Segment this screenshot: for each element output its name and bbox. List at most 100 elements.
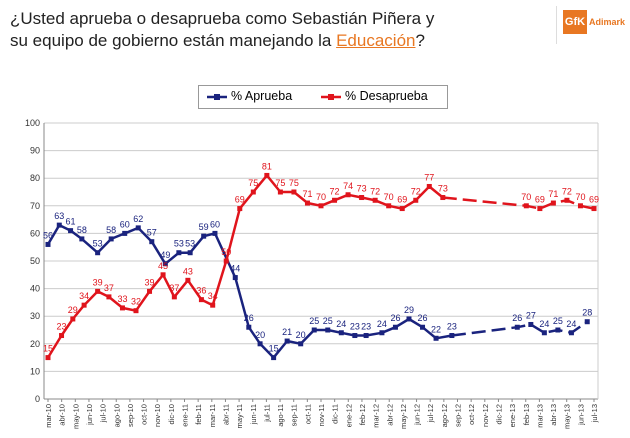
x-tick-label: jun-12 — [413, 404, 422, 426]
x-tick-label: dic-12 — [494, 404, 503, 424]
data-point-desaprueba — [426, 183, 432, 189]
data-point-desaprueba — [264, 172, 270, 178]
data-point-aprueba — [298, 341, 304, 347]
data-label-desaprueba: 74 — [343, 181, 353, 191]
data-point-desaprueba — [81, 302, 87, 308]
x-tick-label: mar-10 — [44, 404, 53, 428]
x-tick-label: ago-11 — [276, 404, 285, 427]
data-label-aprueba: 49 — [160, 250, 170, 260]
data-label-desaprueba: 71 — [302, 189, 312, 199]
data-point-aprueba — [420, 324, 426, 330]
data-label-desaprueba: 69 — [397, 195, 407, 205]
data-label-aprueba: 63 — [54, 211, 64, 221]
data-point-aprueba — [68, 228, 74, 234]
data-point-desaprueba — [291, 189, 297, 195]
y-tick-label: 60 — [30, 228, 40, 238]
data-label-aprueba: 20 — [255, 330, 265, 340]
data-label-aprueba: 44 — [230, 264, 240, 274]
data-point-aprueba — [528, 321, 534, 327]
x-tick-label: feb-12 — [358, 404, 367, 425]
data-label-aprueba: 53 — [93, 239, 103, 249]
data-label-desaprueba: 39 — [93, 277, 103, 287]
x-tick-label: oct-12 — [467, 404, 476, 425]
title-highlight-link[interactable]: Educación — [336, 31, 416, 50]
data-point-aprueba — [176, 250, 182, 256]
legend-aprueba-marker — [214, 94, 220, 100]
data-label-aprueba: 24 — [539, 319, 549, 329]
legend-desaprueba-label: % Desaprueba — [345, 89, 428, 103]
data-label-desaprueba: 75 — [289, 178, 299, 188]
x-tick-label: mar-12 — [372, 404, 381, 428]
data-point-desaprueba — [345, 192, 351, 198]
x-tick-label: nov-10 — [153, 404, 162, 427]
gfk-logo-mark: GfK — [563, 10, 587, 34]
data-point-aprueba — [514, 324, 520, 330]
data-point-aprueba — [122, 230, 128, 236]
data-label-desaprueba: 72 — [330, 186, 340, 196]
x-tick-label: oct-11 — [303, 404, 312, 424]
data-label-desaprueba: 32 — [131, 297, 141, 307]
data-label-desaprueba: 36 — [196, 286, 206, 296]
data-point-aprueba — [149, 239, 155, 245]
x-tick-label: abr-13 — [549, 404, 558, 426]
data-label-aprueba: 28 — [582, 308, 592, 318]
data-label-desaprueba: 29 — [68, 305, 78, 315]
data-label-aprueba: 15 — [269, 344, 279, 354]
data-label-desaprueba: 50 — [221, 247, 231, 257]
data-point-aprueba — [232, 275, 238, 281]
data-point-desaprueba — [277, 189, 283, 195]
data-point-desaprueba — [564, 197, 570, 203]
data-label-desaprueba: 70 — [316, 192, 326, 202]
data-point-aprueba — [257, 341, 263, 347]
data-point-desaprueba — [550, 200, 556, 206]
data-point-desaprueba — [119, 305, 125, 311]
data-point-aprueba — [45, 241, 51, 247]
data-point-desaprueba — [304, 200, 310, 206]
chart-legend: % Aprueba % Desaprueba — [198, 85, 448, 109]
data-label-aprueba: 23 — [361, 322, 371, 332]
x-tick-label: feb-13 — [522, 404, 531, 425]
data-point-aprueba — [433, 335, 439, 341]
data-label-aprueba: 23 — [447, 322, 457, 332]
x-tick-label: may-12 — [399, 404, 408, 429]
data-label-desaprueba: 70 — [521, 192, 531, 202]
x-tick-label: jul-13 — [590, 404, 599, 423]
data-point-aprueba — [449, 333, 455, 339]
data-label-desaprueba: 23 — [57, 322, 67, 332]
data-label-desaprueba: 33 — [117, 294, 127, 304]
data-label-desaprueba: 70 — [384, 192, 394, 202]
data-point-aprueba — [325, 327, 331, 333]
data-label-aprueba: 25 — [309, 316, 319, 326]
title-line-2: su equipo de gobierno están manejando la… — [10, 30, 530, 52]
y-tick-label: 50 — [30, 256, 40, 266]
data-label-desaprueba: 75 — [248, 178, 258, 188]
data-label-desaprueba: 72 — [370, 186, 380, 196]
data-point-aprueba — [568, 330, 574, 336]
data-label-aprueba: 26 — [512, 313, 522, 323]
data-label-aprueba: 56 — [43, 230, 53, 240]
data-label-aprueba: 22 — [431, 324, 441, 334]
x-tick-label: jun-10 — [85, 404, 94, 426]
x-tick-label: may-10 — [71, 404, 80, 429]
data-point-desaprueba — [537, 206, 543, 212]
data-point-desaprueba — [386, 203, 392, 209]
x-tick-label: ago-10 — [112, 404, 121, 427]
data-label-aprueba: 25 — [553, 316, 563, 326]
x-tick-label: may-13 — [563, 404, 572, 429]
data-point-desaprueba — [70, 316, 76, 322]
data-label-desaprueba: 77 — [424, 172, 434, 182]
data-point-desaprueba — [440, 195, 446, 201]
data-label-aprueba: 25 — [323, 316, 333, 326]
data-point-desaprueba — [591, 206, 597, 212]
data-point-aprueba — [541, 330, 547, 336]
data-point-aprueba — [201, 233, 207, 239]
data-point-desaprueba — [171, 294, 177, 300]
data-point-aprueba — [555, 327, 561, 333]
legend-swatches — [207, 94, 341, 100]
data-label-desaprueba: 34 — [79, 291, 89, 301]
data-point-aprueba — [363, 333, 369, 339]
x-tick-label: jul-11 — [262, 404, 271, 423]
series-dashed-line-desaprueba — [442, 196, 595, 210]
data-point-desaprueba — [95, 288, 101, 294]
x-tick-label: feb-11 — [194, 404, 203, 425]
